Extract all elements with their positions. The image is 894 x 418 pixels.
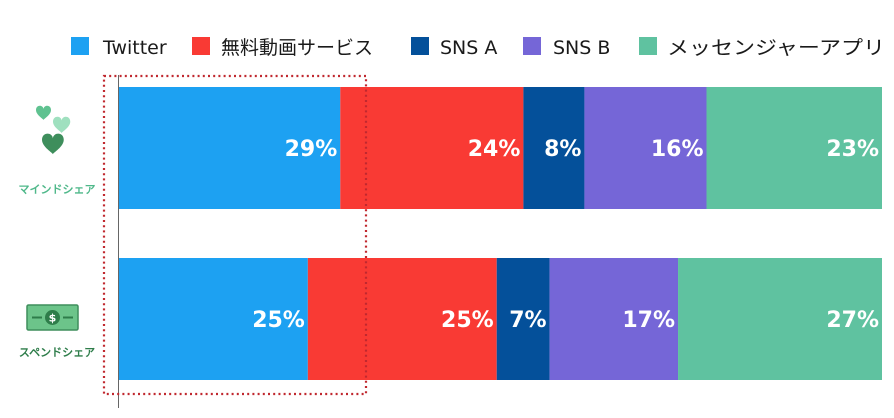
legend-swatch-twitter: [71, 37, 89, 55]
category-label-mindshare: マインドシェア: [19, 183, 96, 196]
legend-item-free-video: 無料動画サービス: [192, 37, 373, 59]
data-label-mindshare-sns-b: 16%: [651, 137, 704, 162]
data-label-mindshare-sns-a: 8%: [544, 137, 581, 162]
bar-mindshare-twitter: [119, 87, 341, 209]
legend-item-messenger: メッセンジャーアプリ: [639, 37, 885, 59]
hearts-icon: [36, 105, 71, 155]
bar-mindshare-sns-b: [584, 87, 707, 209]
data-label-spendshare-messenger: 27%: [826, 308, 879, 333]
bar-spendshare-twitter: [119, 258, 308, 380]
data-label-mindshare-twitter: 29%: [285, 137, 338, 162]
legend-label-messenger: メッセンジャーアプリ: [667, 37, 885, 59]
category-label-spendshare: スペンドシェア: [19, 346, 95, 359]
bar-spendshare-messenger: [678, 258, 882, 380]
money-bill-icon: $: [26, 304, 79, 331]
legend-item-sns-a: SNS A: [411, 37, 497, 59]
bar-mindshare-sns-a: [523, 87, 585, 209]
legend-label-twitter: Twitter: [102, 37, 167, 59]
legend-item-sns-b: SNS B: [523, 37, 610, 59]
bar-spendshare-sns-a: [496, 258, 550, 380]
data-label-spendshare-sns-b: 17%: [622, 308, 675, 333]
highlight-box: [102, 74, 368, 396]
legend-label-free-video: 無料動画サービス: [221, 37, 373, 59]
data-label-spendshare-sns-a: 7%: [509, 308, 546, 333]
legend-label-sns-b: SNS B: [553, 37, 610, 59]
legend-item-twitter: Twitter: [71, 37, 167, 59]
bar-spendshare-sns-b: [549, 258, 679, 380]
row-spendshare: 25% 25% 7% 17% 27%: [119, 258, 882, 380]
legend-label-sns-a: SNS A: [440, 37, 497, 59]
legend-swatch-free-video: [192, 37, 210, 55]
data-label-spendshare-free-video: 25%: [441, 308, 494, 333]
row-mindshare: 29% 24% 8% 16% 23%: [119, 87, 882, 209]
data-label-mindshare-free-video: 24%: [468, 137, 521, 162]
bar-mindshare-messenger: [706, 87, 882, 209]
legend-swatch-sns-a: [411, 37, 429, 55]
bar-spendshare-free-video: [307, 258, 497, 380]
data-label-spendshare-twitter: 25%: [252, 308, 305, 333]
svg-text:$: $: [49, 312, 57, 325]
legend-swatch-messenger: [639, 37, 657, 55]
data-label-mindshare-messenger: 23%: [826, 137, 879, 162]
legend-swatch-sns-b: [523, 37, 541, 55]
legend: Twitter 無料動画サービス SNS A SNS B メッセンジャーアプリ: [71, 37, 885, 59]
bar-mindshare-free-video: [340, 87, 524, 209]
